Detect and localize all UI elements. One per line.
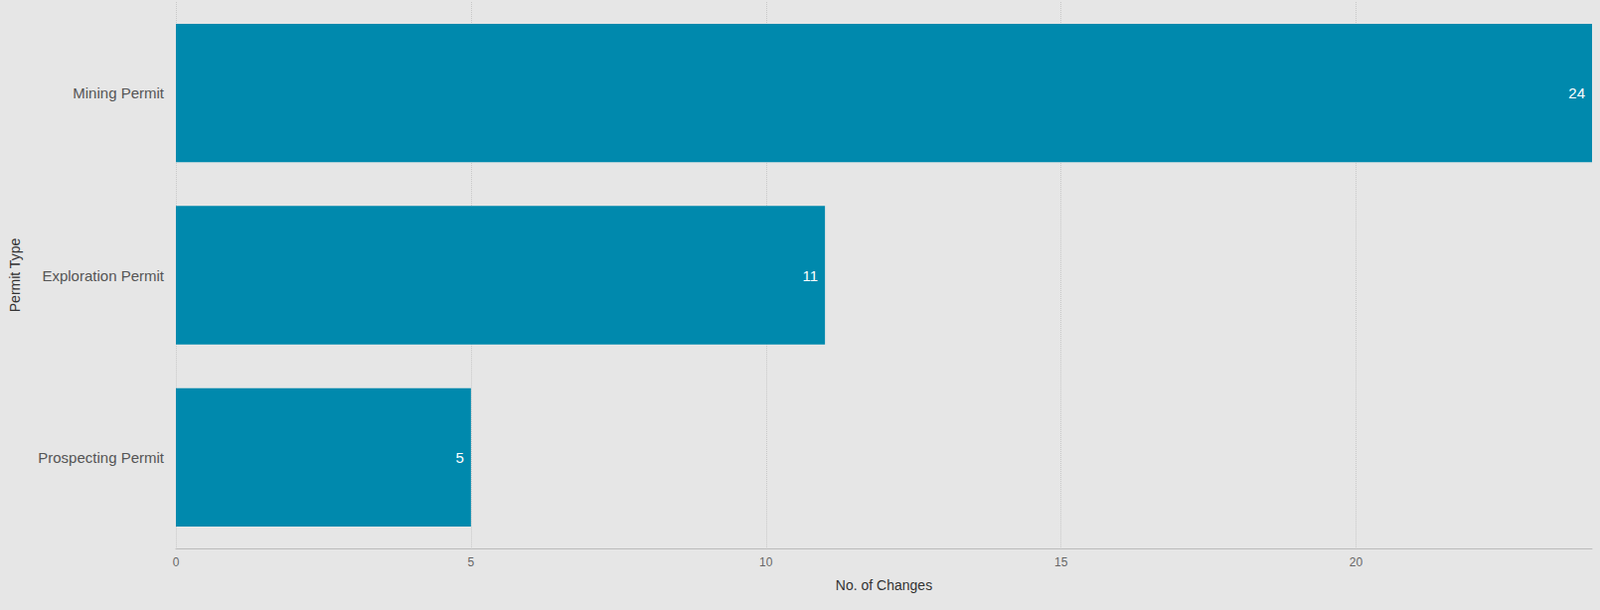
svg-text:11: 11	[802, 267, 819, 285]
svg-text:Exploration Permit: Exploration Permit	[41, 267, 164, 285]
svg-text:No. of Changes: No. of Changes	[835, 577, 933, 594]
svg-text:15: 15	[1054, 555, 1069, 570]
svg-text:5: 5	[468, 555, 476, 570]
svg-text:5: 5	[456, 449, 465, 467]
svg-text:Mining Permit: Mining Permit	[72, 84, 165, 102]
svg-text:0: 0	[172, 555, 180, 570]
svg-text:Prospecting Permit: Prospecting Permit	[37, 449, 165, 467]
svg-text:Permit Type: Permit Type	[6, 238, 23, 314]
svg-text:10: 10	[759, 555, 774, 570]
svg-text:20: 20	[1349, 555, 1364, 570]
svg-text:24: 24	[1568, 84, 1586, 102]
